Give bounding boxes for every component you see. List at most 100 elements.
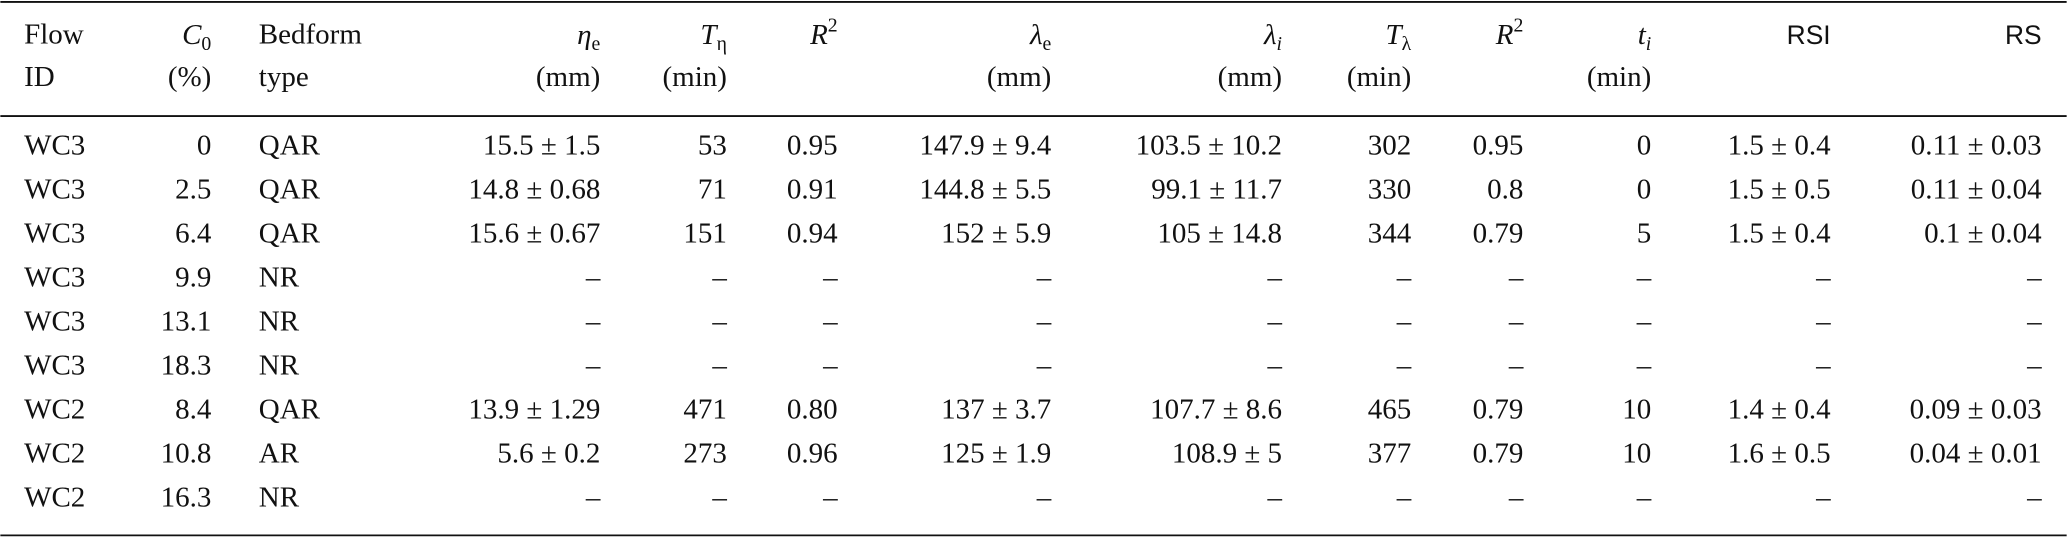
symbol: C [182, 19, 202, 51]
cell: 0.8 [1487, 173, 1523, 205]
cell: – [1036, 350, 1052, 382]
cell: – [711, 482, 727, 514]
cell: QAR [259, 217, 321, 249]
cell: – [1396, 482, 1412, 514]
cell: 18.3 [161, 350, 212, 382]
cell: WC3 [24, 261, 85, 293]
cell: 1.4 ± 0.4 [1728, 394, 1831, 426]
cell: 330 [1368, 173, 1412, 205]
cell: QAR [259, 173, 321, 205]
cell: 0.96 [787, 438, 838, 470]
cell: – [1267, 306, 1283, 338]
cell: 6.4 [175, 217, 212, 249]
cell: NR [259, 306, 300, 338]
cell: – [1036, 306, 1052, 338]
cell: 152 ± 5.9 [941, 217, 1051, 249]
cell: – [585, 350, 601, 382]
cell: 10 [1622, 438, 1651, 470]
subscript: λ [1402, 32, 1412, 54]
cell: 107.7 ± 8.6 [1150, 394, 1282, 426]
cell: 99.1 ± 11.7 [1151, 173, 1282, 205]
cell: – [1508, 482, 1524, 514]
cell: – [1396, 306, 1412, 338]
cell: 144.8 ± 5.5 [919, 173, 1051, 205]
header-symbol: ti [1638, 19, 1652, 55]
cell: 377 [1368, 438, 1412, 470]
cell: – [822, 261, 838, 293]
cell: 471 [683, 394, 727, 426]
cell: WC3 [24, 217, 85, 249]
cell: WC2 [24, 482, 85, 514]
cell: – [1508, 350, 1524, 382]
header-symbol: λe [1029, 19, 1052, 55]
cell: – [585, 261, 601, 293]
header-unit: (min) [662, 61, 726, 93]
cell: – [1036, 261, 1052, 293]
cell: 53 [698, 129, 727, 161]
symbol: T [1386, 19, 1404, 51]
cell: 0.95 [787, 129, 838, 161]
symbol: λ [1263, 19, 1277, 51]
cell: – [1267, 482, 1283, 514]
cell: – [2026, 350, 2042, 382]
cell: WC2 [24, 394, 85, 426]
header-unit: (min) [1347, 61, 1411, 93]
cell: WC3 [24, 173, 85, 205]
header-symbol: R2 [809, 14, 838, 51]
cell: 0 [1637, 129, 1652, 161]
cell: 151 [683, 217, 727, 249]
cell: – [1267, 261, 1283, 293]
header-symbol: R2 [1495, 14, 1524, 51]
cell: 2.5 [175, 173, 211, 205]
cell: QAR [259, 394, 321, 426]
cell: 9.9 [175, 261, 211, 293]
cell: 1.5 ± 0.5 [1728, 173, 1831, 205]
cell: 15.6 ± 0.67 [468, 217, 600, 249]
subscript: e [592, 32, 601, 54]
cell: – [711, 306, 727, 338]
cell: – [2026, 261, 2042, 293]
subscript: i [1277, 32, 1283, 54]
cell: 465 [1368, 394, 1412, 426]
cell: 0.11 ± 0.04 [1911, 173, 2042, 205]
cell: 5.6 ± 0.2 [497, 438, 600, 470]
header-unit: (min) [1587, 61, 1651, 93]
cell: – [585, 306, 601, 338]
header-text: Flow [24, 19, 84, 51]
cell: – [1396, 261, 1412, 293]
header-text: type [259, 61, 309, 93]
cell: 0 [197, 129, 212, 161]
header-symbol: λi [1263, 19, 1282, 55]
header-text: RS [2005, 20, 2042, 50]
subscript: η [717, 32, 727, 54]
symbol: t [1638, 19, 1647, 51]
cell: – [585, 482, 601, 514]
cell: 0.80 [787, 394, 838, 426]
cell: WC3 [24, 350, 85, 382]
cell: – [1636, 261, 1652, 293]
cell: 5 [1637, 217, 1652, 249]
cell: – [1815, 306, 1831, 338]
cell: – [1815, 261, 1831, 293]
cell: – [2026, 482, 2042, 514]
header-text: ID [24, 61, 55, 93]
cell: 1.5 ± 0.4 [1728, 129, 1831, 161]
cell: – [822, 482, 838, 514]
cell: – [711, 261, 727, 293]
symbol: T [700, 19, 718, 51]
cell: – [1508, 261, 1524, 293]
cell: 71 [698, 173, 727, 205]
cell: 0.09 ± 0.03 [1910, 394, 2042, 426]
cell: – [1508, 306, 1524, 338]
cell: NR [259, 350, 300, 382]
header-unit: (mm) [536, 61, 600, 93]
cell: 105 ± 14.8 [1157, 217, 1282, 249]
cell: 0.11 ± 0.03 [1911, 129, 2042, 161]
cell: 8.4 [175, 394, 212, 426]
header-text: RSI [1787, 20, 1831, 50]
cell: WC3 [24, 129, 85, 161]
cell: 273 [683, 438, 727, 470]
cell: 1.5 ± 0.4 [1728, 217, 1831, 249]
cell: 16.3 [161, 482, 212, 514]
cell: 0.04 ± 0.01 [1910, 438, 2042, 470]
